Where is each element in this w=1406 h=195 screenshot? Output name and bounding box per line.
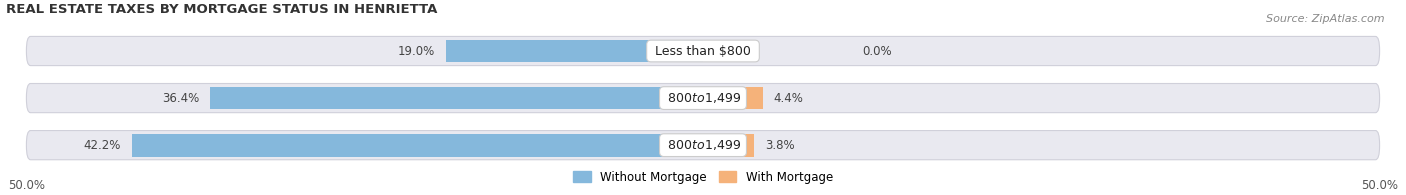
Bar bbox=[703, 134, 755, 157]
Text: REAL ESTATE TAXES BY MORTGAGE STATUS IN HENRIETTA: REAL ESTATE TAXES BY MORTGAGE STATUS IN … bbox=[6, 4, 437, 16]
Text: 19.0%: 19.0% bbox=[398, 44, 434, 58]
FancyBboxPatch shape bbox=[27, 131, 1379, 160]
Legend: Without Mortgage, With Mortgage: Without Mortgage, With Mortgage bbox=[568, 166, 838, 189]
Bar bbox=[211, 87, 703, 109]
Text: 4.4%: 4.4% bbox=[773, 92, 803, 105]
Bar bbox=[703, 87, 762, 109]
Text: $800 to $1,499: $800 to $1,499 bbox=[664, 91, 742, 105]
Text: Source: ZipAtlas.com: Source: ZipAtlas.com bbox=[1267, 14, 1385, 24]
Text: $800 to $1,499: $800 to $1,499 bbox=[664, 138, 742, 152]
Text: Less than $800: Less than $800 bbox=[651, 44, 755, 58]
Bar bbox=[132, 134, 703, 157]
Text: 3.8%: 3.8% bbox=[765, 139, 794, 152]
FancyBboxPatch shape bbox=[27, 36, 1379, 66]
Text: 0.0%: 0.0% bbox=[863, 44, 893, 58]
FancyBboxPatch shape bbox=[27, 83, 1379, 113]
Bar bbox=[446, 40, 703, 62]
Text: 36.4%: 36.4% bbox=[162, 92, 200, 105]
Text: 42.2%: 42.2% bbox=[84, 139, 121, 152]
